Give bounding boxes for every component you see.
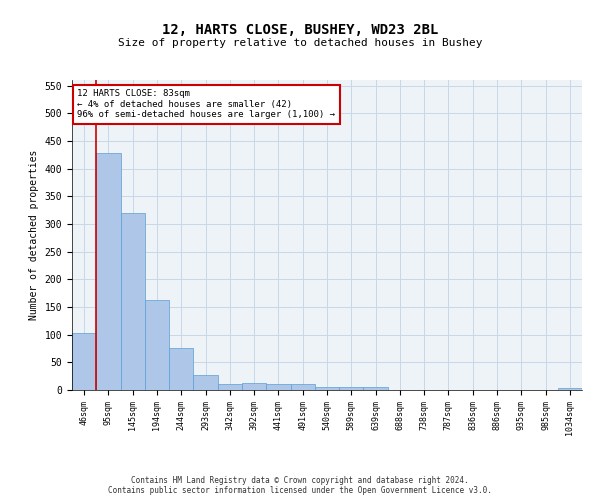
Text: 12 HARTS CLOSE: 83sqm
← 4% of detached houses are smaller (42)
96% of semi-detac: 12 HARTS CLOSE: 83sqm ← 4% of detached h… <box>77 90 335 119</box>
Bar <box>193 375 218 390</box>
Bar <box>169 348 193 390</box>
Bar <box>242 383 266 390</box>
Bar <box>72 333 96 390</box>
Bar <box>315 387 339 390</box>
Text: 12, HARTS CLOSE, BUSHEY, WD23 2BL: 12, HARTS CLOSE, BUSHEY, WD23 2BL <box>162 22 438 36</box>
Text: Contains HM Land Registry data © Crown copyright and database right 2024.
Contai: Contains HM Land Registry data © Crown c… <box>108 476 492 495</box>
Y-axis label: Number of detached properties: Number of detached properties <box>29 150 39 320</box>
Bar <box>290 384 315 390</box>
Bar <box>558 388 582 390</box>
Bar <box>218 384 242 390</box>
Bar <box>339 387 364 390</box>
Bar <box>364 387 388 390</box>
Bar <box>145 300 169 390</box>
Bar <box>121 213 145 390</box>
Bar <box>266 384 290 390</box>
Text: Size of property relative to detached houses in Bushey: Size of property relative to detached ho… <box>118 38 482 48</box>
Bar <box>96 153 121 390</box>
